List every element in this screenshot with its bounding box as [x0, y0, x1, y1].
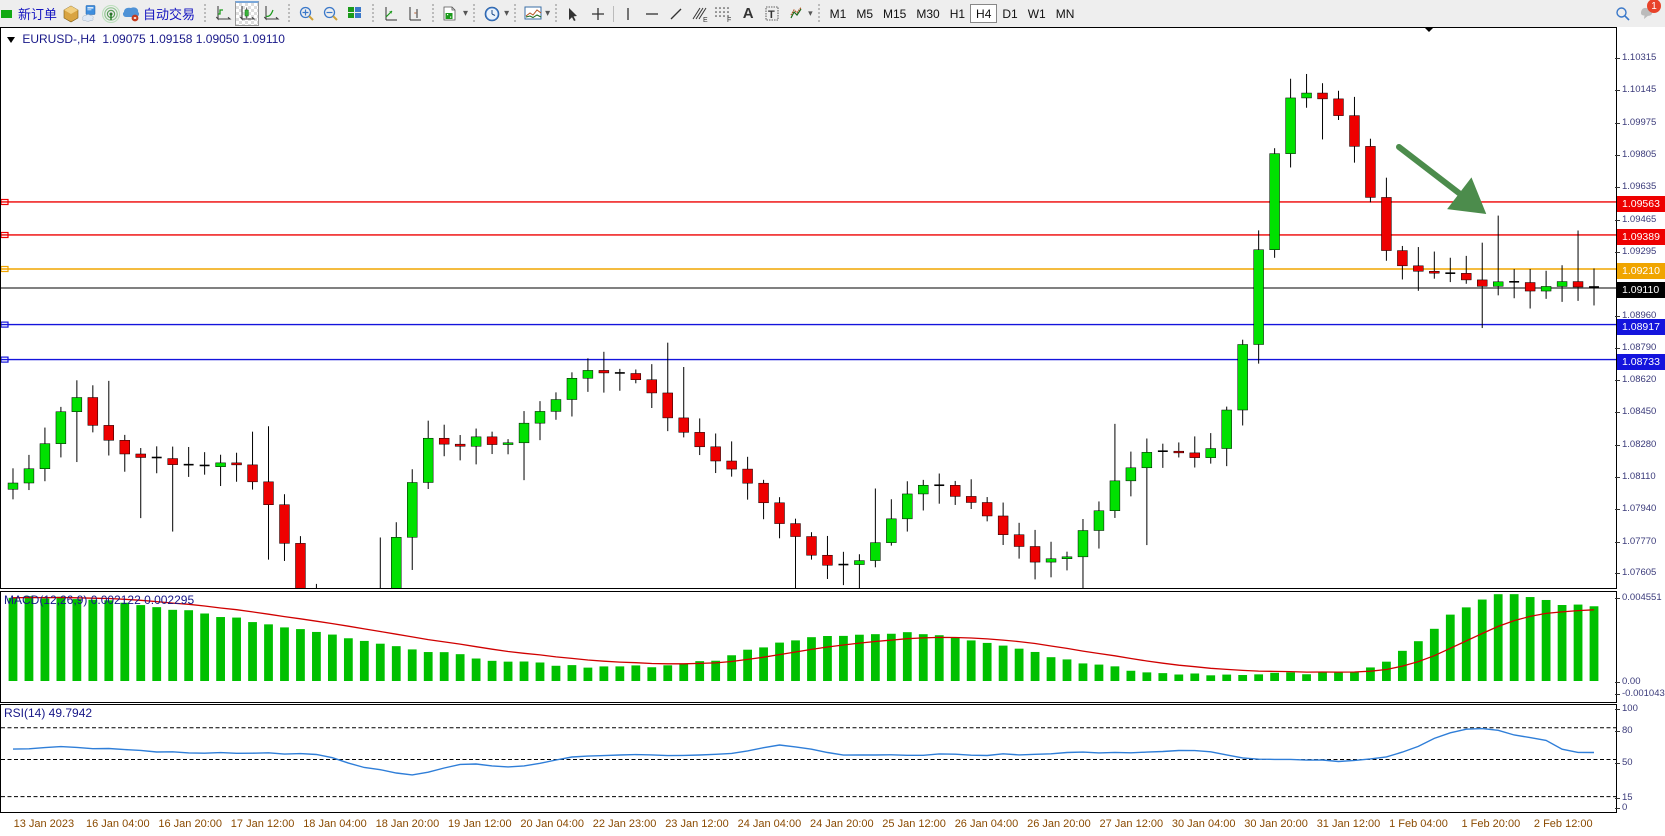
svg-text:F: F	[727, 17, 731, 22]
svg-text:T: T	[768, 9, 775, 21]
svg-text:E: E	[703, 17, 708, 23]
